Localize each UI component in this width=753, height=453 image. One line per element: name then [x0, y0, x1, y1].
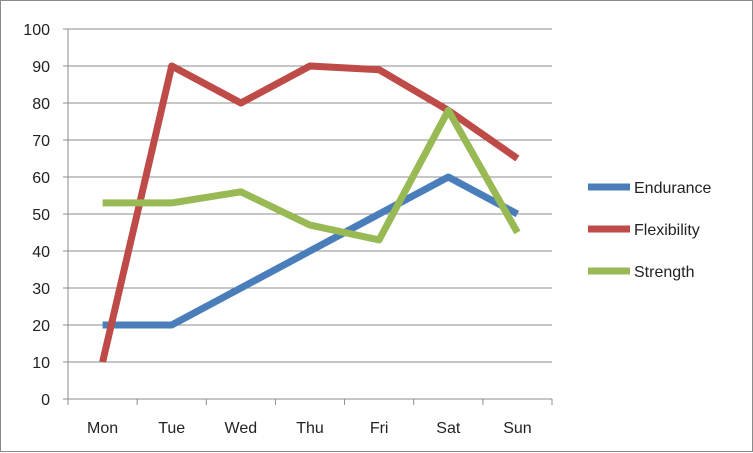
y-tick-label-10: 10: [32, 355, 50, 372]
y-tick-label-40: 40: [32, 244, 50, 261]
x-tick-label-fri: Fri: [370, 420, 389, 437]
y-tick-label-50: 50: [32, 207, 50, 224]
y-tick-label-80: 80: [32, 96, 50, 113]
axes: [63, 28, 553, 405]
legend-label-endurance: Endurance: [634, 180, 711, 197]
y-tick-label-60: 60: [32, 170, 50, 187]
x-tick-label-sun: Sun: [503, 420, 531, 437]
legend-label-flexibility: Flexibility: [634, 222, 700, 239]
y-tick-label-0: 0: [41, 392, 50, 409]
series-line-endurance: [102, 173, 520, 329]
x-tick-label-sat: Sat: [436, 420, 461, 437]
x-tick-labels: Mon Tue Wed Thu Fri Sat Sun: [87, 420, 532, 437]
x-tick-label-tue: Tue: [158, 420, 185, 437]
y-tick-label-70: 70: [32, 133, 50, 150]
y-tick-labels: 0 10 20 30 40 50 60 70 80 90 100: [23, 22, 50, 409]
y-tick-label-20: 20: [32, 318, 50, 335]
x-tick-label-thu: Thu: [296, 420, 324, 437]
legend: Endurance Flexibility Strength: [588, 180, 711, 281]
y-tick-label-100: 100: [23, 22, 50, 39]
x-tick-label-mon: Mon: [87, 420, 118, 437]
x-tick-label-wed: Wed: [225, 420, 258, 437]
series-line-strength: [102, 106, 521, 244]
series-lines: [99, 62, 521, 363]
y-tick-label-30: 30: [32, 281, 50, 298]
legend-label-strength: Strength: [634, 264, 694, 281]
y-tick-label-90: 90: [32, 59, 50, 76]
